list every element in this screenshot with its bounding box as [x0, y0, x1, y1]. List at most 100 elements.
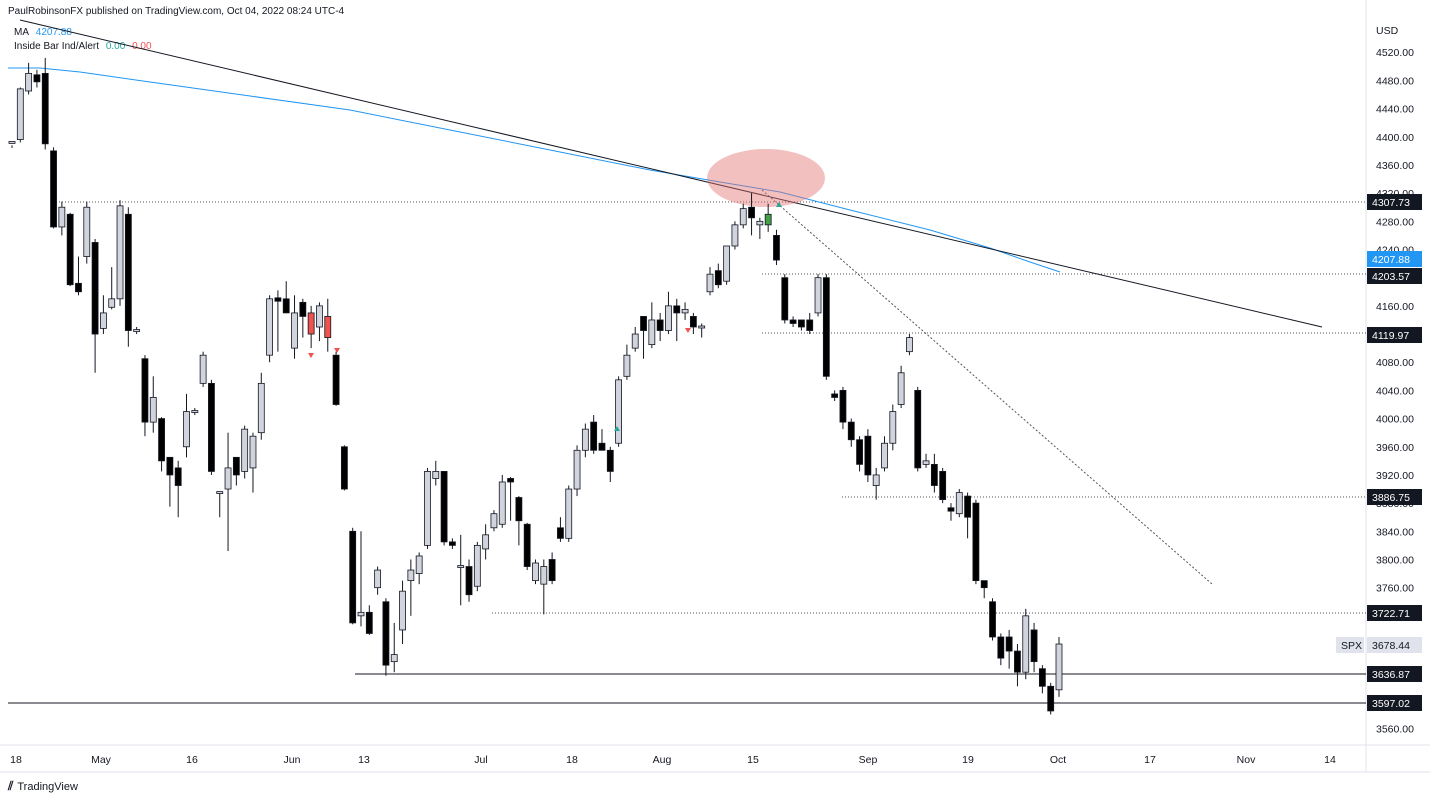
candle[interactable]	[631, 327, 639, 352]
candle[interactable]	[449, 538, 456, 549]
candle[interactable]	[723, 245, 731, 285]
candle[interactable]	[523, 522, 531, 571]
candle[interactable]	[457, 534, 465, 606]
candle[interactable]	[216, 491, 224, 518]
candle[interactable]	[424, 467, 431, 549]
candle[interactable]	[340, 445, 348, 491]
candle[interactable]	[922, 453, 930, 468]
price-label[interactable]: 3678.44 SPX	[1336, 637, 1422, 653]
candle[interactable]	[58, 201, 66, 236]
candle[interactable]	[158, 417, 165, 472]
candle[interactable]	[266, 295, 273, 363]
candle[interactable]	[656, 312, 664, 342]
candle[interactable]	[349, 527, 357, 625]
candle[interactable]	[798, 319, 805, 331]
candle[interactable]	[748, 193, 755, 236]
candle[interactable]	[249, 432, 257, 493]
candle[interactable]	[16, 87, 24, 143]
candle[interactable]	[665, 291, 672, 335]
descending-trendline[interactable]	[19, 19, 1323, 328]
candle[interactable]	[939, 467, 947, 504]
candle[interactable]	[432, 460, 440, 486]
legend-ma-row[interactable]: MA 4207.88	[14, 26, 156, 40]
candle[interactable]	[839, 386, 847, 430]
candle[interactable]	[299, 298, 307, 338]
candle[interactable]	[689, 312, 697, 335]
candle[interactable]	[399, 580, 406, 645]
candle[interactable]	[224, 432, 232, 552]
price-label[interactable]: 3597.02	[1367, 695, 1422, 711]
candle[interactable]	[141, 355, 149, 437]
candle[interactable]	[714, 263, 722, 289]
candle[interactable]	[756, 217, 764, 239]
candle[interactable]	[191, 408, 199, 416]
candle[interactable]	[382, 598, 390, 676]
candle[interactable]	[257, 372, 265, 440]
price-label[interactable]: 3886.75	[1367, 489, 1422, 505]
candle[interactable]	[972, 499, 980, 585]
candle[interactable]	[615, 376, 622, 447]
dotted-trendline[interactable]	[761, 189, 1213, 585]
candle[interactable]	[374, 566, 382, 595]
candle[interactable]	[324, 298, 332, 352]
candle[interactable]	[673, 298, 681, 342]
candle[interactable]	[980, 580, 988, 599]
price-label[interactable]: 4307.73	[1367, 194, 1422, 210]
price-labels[interactable]: 4307.73 4207.88 4203.57 4119.97 3886.75 3722.…	[1336, 194, 1422, 711]
price-label[interactable]: 4203.57	[1367, 268, 1422, 284]
candle[interactable]	[856, 436, 863, 472]
candle[interactable]	[291, 295, 298, 359]
candle[interactable]	[149, 376, 157, 433]
candle[interactable]	[781, 274, 789, 324]
candle[interactable]	[83, 201, 91, 264]
candle[interactable]	[897, 365, 905, 409]
candle[interactable]	[864, 429, 872, 482]
candle[interactable]	[906, 334, 913, 356]
candle[interactable]	[116, 200, 124, 306]
candle[interactable]	[465, 559, 473, 602]
candle[interactable]	[590, 415, 598, 454]
candle[interactable]	[66, 212, 74, 287]
candle[interactable]	[764, 203, 772, 232]
candle[interactable]	[789, 316, 797, 328]
candle[interactable]	[1005, 629, 1013, 669]
candle[interactable]	[490, 510, 498, 532]
tradingview-brand[interactable]: ⫽ TradingView	[8, 779, 78, 794]
candle[interactable]	[540, 559, 548, 615]
candle[interactable]	[1047, 682, 1055, 715]
candle[interactable]	[1055, 636, 1063, 697]
candle[interactable]	[822, 274, 830, 380]
candle[interactable]	[199, 351, 207, 387]
candle[interactable]	[872, 467, 880, 500]
candle[interactable]	[365, 605, 373, 635]
candle[interactable]	[698, 323, 706, 338]
candle[interactable]	[316, 302, 323, 342]
candle[interactable]	[598, 429, 606, 451]
candle[interactable]	[831, 390, 839, 401]
y-axis-ticks[interactable]: 3560.003600.003640.003680.003720.003760.…	[1376, 47, 1414, 735]
candle[interactable]	[889, 404, 897, 451]
candle[interactable]	[847, 418, 855, 447]
moving-average-line[interactable]	[8, 67, 1061, 273]
candle[interactable]	[731, 221, 739, 250]
candle[interactable]	[232, 456, 240, 486]
candle[interactable]	[989, 598, 996, 641]
candle[interactable]	[174, 460, 182, 518]
candle[interactable]	[573, 445, 581, 497]
candle[interactable]	[41, 57, 49, 150]
candle[interactable]	[507, 477, 514, 521]
candle[interactable]	[133, 327, 141, 335]
candle[interactable]	[773, 229, 780, 266]
x-axis-ticks[interactable]: 18 May 16 Jun 13 Jul 18 Aug 15 Sep 19 Oct 17 Nov 14	[10, 754, 1336, 766]
candle[interactable]	[91, 238, 99, 373]
candle[interactable]	[997, 633, 1005, 666]
candle[interactable]	[706, 267, 714, 296]
candle[interactable]	[1022, 608, 1030, 680]
price-label[interactable]: 4207.88	[1367, 251, 1422, 267]
candle[interactable]	[881, 436, 888, 472]
candle[interactable]	[357, 531, 365, 627]
price-label[interactable]: 3722.71	[1367, 605, 1422, 621]
candle[interactable]	[440, 471, 448, 546]
candle[interactable]	[739, 203, 747, 229]
